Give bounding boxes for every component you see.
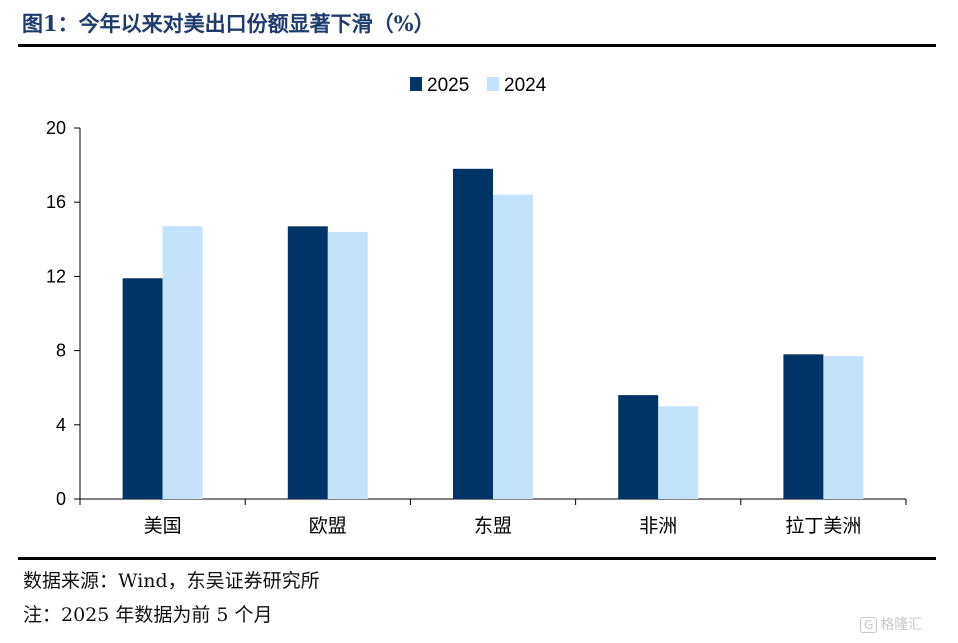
bar-2025-美国 <box>122 278 163 499</box>
data-footnote: 注：2025 年数据为前 5 个月 <box>23 604 273 626</box>
bar-2024-非洲 <box>658 406 699 499</box>
bar-2024-欧盟 <box>327 231 368 499</box>
x-category-label: 拉丁美洲 <box>785 515 861 537</box>
x-category-label: 非洲 <box>639 515 677 537</box>
chart-axes: 0 4 8 12 16 20 美国 欧盟 东盟 非洲 拉丁美洲 <box>46 118 907 537</box>
bar-2025-非洲 <box>618 395 659 499</box>
x-category-label: 美国 <box>144 515 182 537</box>
y-tick-label: 0 <box>56 489 66 509</box>
bar-chart: 2025 2024 0 4 8 12 16 20 美国 欧盟 东盟 非洲 拉丁美洲 <box>46 75 907 537</box>
bar-2025-拉丁美洲 <box>783 354 824 499</box>
bar-2025-欧盟 <box>287 226 328 499</box>
y-tick-label: 16 <box>46 192 66 212</box>
source-note: 数据来源：Wind，东吴证券研究所 <box>23 570 320 592</box>
bar-2024-拉丁美洲 <box>823 356 864 499</box>
legend-label-2025: 2025 <box>427 75 469 96</box>
watermark-badge: G <box>860 617 878 633</box>
bar-2025-东盟 <box>453 168 493 499</box>
y-tick-label: 8 <box>56 341 66 361</box>
watermark-logo: G 格隆汇 <box>860 614 922 634</box>
bar-2024-美国 <box>162 226 203 499</box>
top-rule <box>18 44 936 47</box>
figure-title: 图1：今年以来对美出口份额显著下滑（%） <box>22 11 435 36</box>
bar-2024-东盟 <box>493 194 533 499</box>
bottom-rule <box>18 557 936 560</box>
watermark-text: 格隆汇 <box>880 617 923 633</box>
y-tick-label: 12 <box>46 266 66 286</box>
x-category-label: 东盟 <box>474 515 512 537</box>
chart-legend: 2025 2024 <box>410 75 547 96</box>
x-category-label: 欧盟 <box>309 515 347 537</box>
legend-swatch-2024 <box>487 77 499 91</box>
chart-bars <box>122 168 864 499</box>
legend-label-2024: 2024 <box>504 75 547 96</box>
y-tick-label: 4 <box>56 415 66 435</box>
legend-swatch-2025 <box>410 77 422 91</box>
y-tick-label: 20 <box>46 118 66 138</box>
